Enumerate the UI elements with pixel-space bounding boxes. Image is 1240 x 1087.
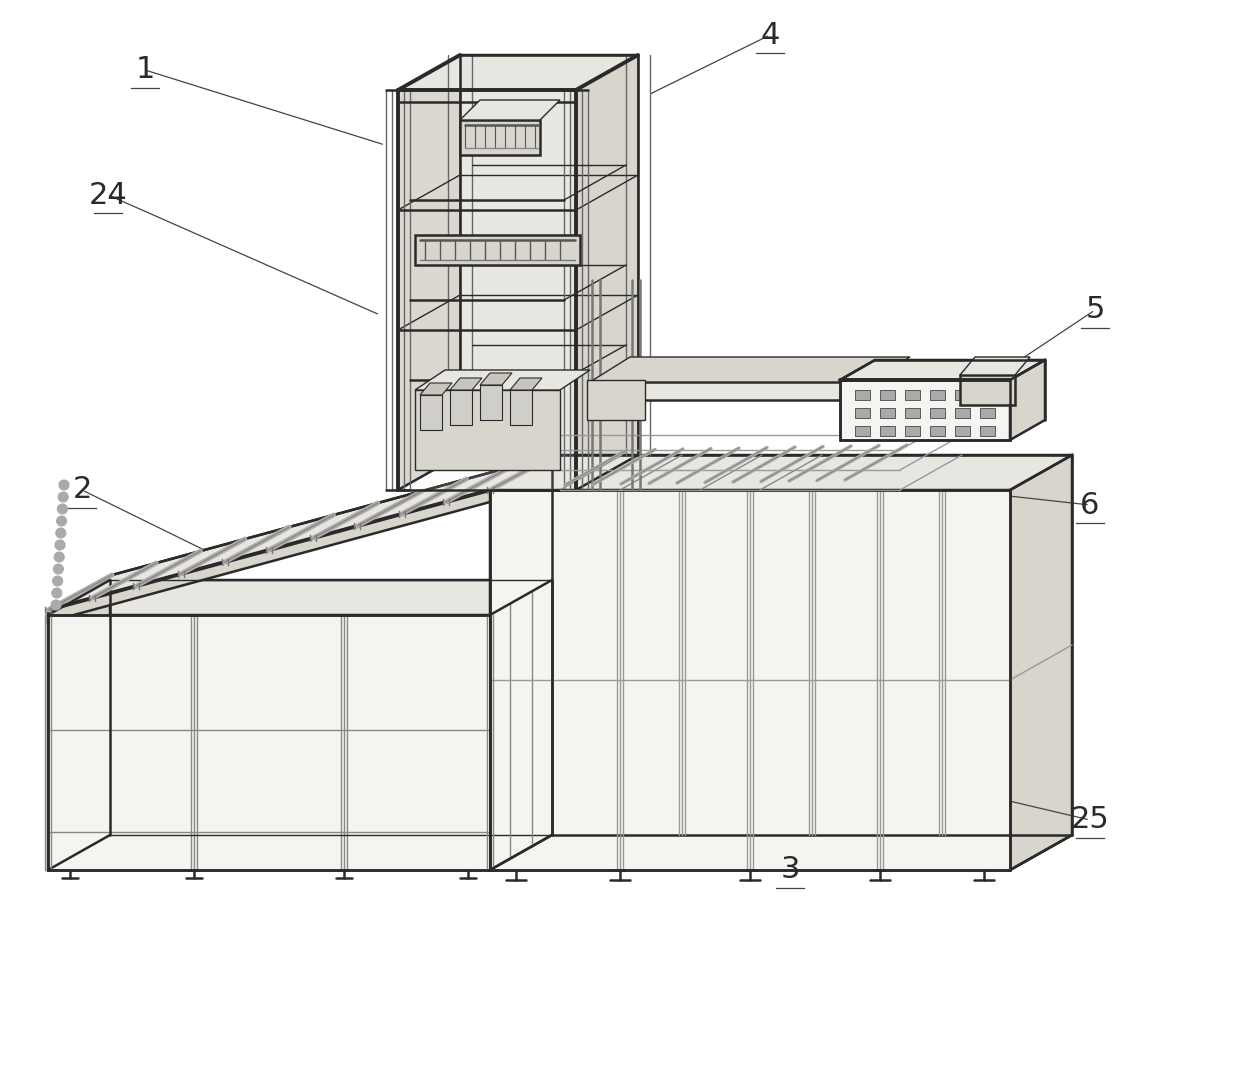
Circle shape (55, 552, 64, 562)
Polygon shape (839, 380, 1011, 440)
Circle shape (52, 588, 62, 598)
Polygon shape (510, 378, 542, 390)
Circle shape (58, 492, 68, 502)
Circle shape (60, 480, 69, 490)
Polygon shape (480, 373, 512, 385)
Text: 5: 5 (1085, 296, 1105, 325)
Polygon shape (480, 385, 502, 420)
Polygon shape (955, 408, 970, 418)
Polygon shape (960, 375, 1016, 405)
Polygon shape (905, 408, 920, 418)
Polygon shape (980, 408, 994, 418)
Text: 25: 25 (1070, 805, 1110, 835)
Polygon shape (490, 835, 1073, 870)
Polygon shape (856, 426, 870, 436)
Polygon shape (490, 580, 552, 870)
Polygon shape (930, 426, 945, 436)
Polygon shape (398, 55, 639, 90)
Polygon shape (960, 357, 1030, 375)
Text: 24: 24 (88, 180, 128, 210)
Text: 2: 2 (72, 475, 92, 504)
Polygon shape (839, 360, 1045, 380)
Circle shape (56, 528, 66, 538)
Text: 4: 4 (760, 21, 780, 50)
Polygon shape (48, 490, 490, 622)
Polygon shape (880, 426, 895, 436)
Polygon shape (905, 426, 920, 436)
Polygon shape (955, 390, 970, 400)
Text: 1: 1 (135, 55, 155, 85)
Polygon shape (48, 580, 552, 615)
Polygon shape (955, 426, 970, 436)
Polygon shape (856, 408, 870, 418)
Polygon shape (577, 55, 639, 490)
Polygon shape (415, 235, 580, 265)
Polygon shape (490, 455, 1073, 490)
Polygon shape (930, 408, 945, 418)
Polygon shape (460, 100, 560, 120)
Polygon shape (930, 390, 945, 400)
Polygon shape (590, 357, 910, 382)
Polygon shape (880, 390, 895, 400)
Circle shape (55, 540, 64, 550)
Polygon shape (460, 120, 539, 155)
Polygon shape (590, 382, 870, 400)
Polygon shape (450, 378, 482, 390)
Polygon shape (856, 390, 870, 400)
Circle shape (51, 600, 61, 610)
Polygon shape (420, 383, 453, 395)
Circle shape (53, 564, 63, 574)
Polygon shape (880, 408, 895, 418)
Polygon shape (460, 55, 639, 455)
Polygon shape (48, 615, 490, 870)
Text: 6: 6 (1080, 490, 1100, 520)
Polygon shape (415, 370, 590, 390)
Circle shape (57, 504, 67, 514)
Circle shape (52, 576, 62, 586)
Polygon shape (398, 90, 577, 490)
Polygon shape (48, 455, 556, 610)
Polygon shape (490, 490, 1011, 870)
Text: 3: 3 (780, 855, 800, 885)
Polygon shape (905, 390, 920, 400)
Circle shape (57, 516, 67, 526)
Polygon shape (450, 390, 472, 425)
Polygon shape (552, 455, 1073, 835)
Polygon shape (48, 835, 552, 870)
Polygon shape (510, 390, 532, 425)
Polygon shape (1011, 360, 1045, 440)
Polygon shape (48, 580, 110, 870)
Polygon shape (490, 455, 552, 870)
Polygon shape (398, 55, 460, 490)
Polygon shape (587, 380, 645, 420)
Polygon shape (420, 395, 441, 430)
Polygon shape (980, 426, 994, 436)
Polygon shape (980, 390, 994, 400)
Polygon shape (415, 390, 560, 470)
Polygon shape (1011, 455, 1073, 870)
